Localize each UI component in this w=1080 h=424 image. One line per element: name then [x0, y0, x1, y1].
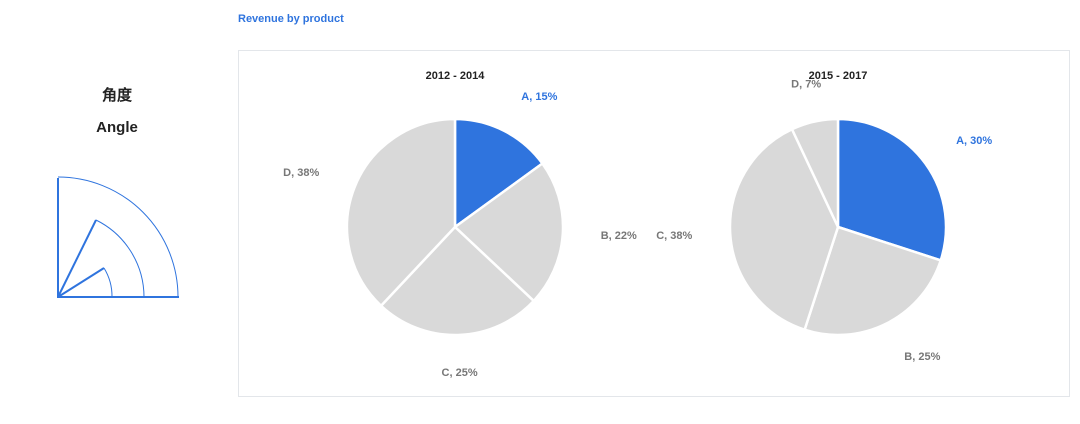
pie-slice: [453, 161, 565, 303]
chart-panel: [238, 50, 1070, 397]
pie-slice: [790, 117, 840, 228]
data-label: D, 7%: [791, 78, 821, 90]
sidebar-title: 角度: [102, 86, 133, 104]
chart-title: 2015 - 2017: [809, 70, 868, 82]
header-title: Revenue by product: [238, 13, 344, 25]
pie-slice: [836, 117, 948, 262]
angle-icon: [57, 176, 179, 298]
data-label: A, 30%: [956, 135, 992, 147]
pie-slice: [728, 127, 840, 332]
chart-title: 2012 - 2014: [426, 70, 486, 82]
pie-slice: [453, 117, 545, 230]
data-label: B, 25%: [904, 351, 940, 363]
data-label: C, 38%: [656, 230, 692, 242]
pie-slice: [345, 117, 457, 308]
data-label: A, 15%: [521, 91, 557, 103]
pie-slice: [379, 225, 536, 337]
data-label: C, 25%: [442, 367, 478, 379]
sidebar-subtitle: Angle: [96, 119, 138, 136]
data-label: D, 38%: [283, 167, 319, 179]
pie-slice: [803, 225, 943, 337]
data-label: B, 22%: [601, 230, 637, 242]
